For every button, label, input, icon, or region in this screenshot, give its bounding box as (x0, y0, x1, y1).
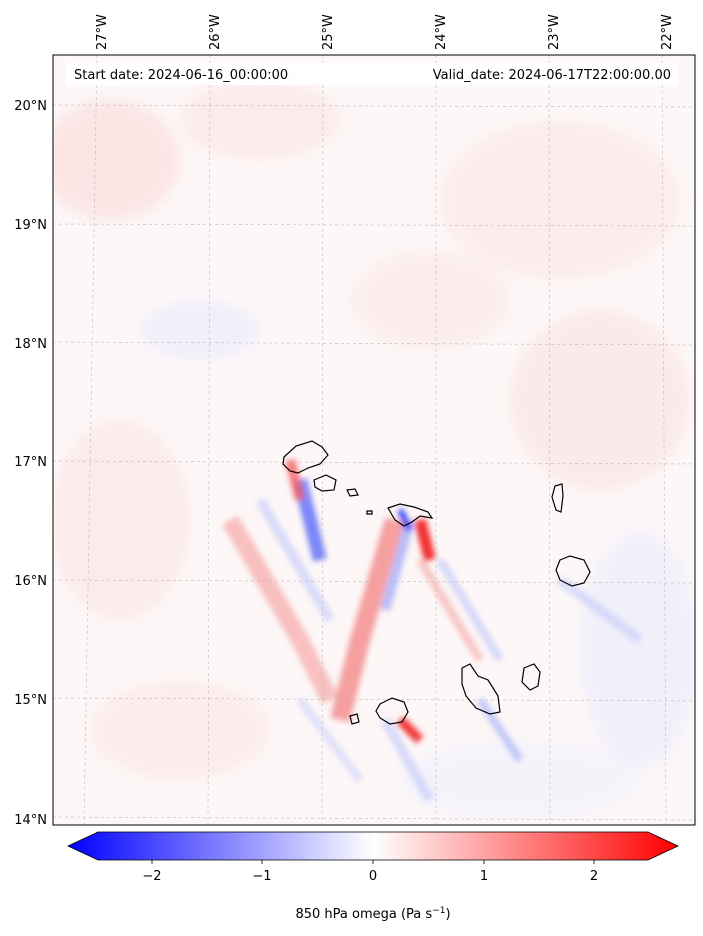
colorbar-tick-label: −2 (142, 869, 161, 884)
island-fogo (375, 697, 409, 725)
lat-label: 18°N (14, 337, 47, 352)
island-coastlines (282, 440, 591, 725)
omega-field (53, 55, 695, 825)
map-panel: Start date: 2024-06-16_00:00:00 Valid_da… (14, 14, 696, 828)
island-boa-vista (555, 555, 591, 587)
lon-label: 26°W (208, 14, 223, 50)
colorbar-tick-label: 0 (369, 869, 377, 884)
lat-label: 20°N (14, 99, 47, 114)
lat-label: 16°N (14, 574, 47, 589)
header-box (66, 63, 678, 85)
lon-label: 22°W (660, 14, 675, 50)
island-santo-antao (282, 440, 329, 474)
lon-tick-labels: 27°W 26°W 25°W 24°W 23°W 22°W (95, 14, 675, 50)
lat-label: 19°N (14, 218, 47, 233)
lon-label: 25°W (321, 14, 336, 50)
lat-tick-labels: 20°N 19°N 18°N 17°N 16°N 15°N 14°N (14, 99, 47, 828)
island-sao-nicolau (387, 503, 434, 527)
island-santa-luzia (346, 488, 359, 497)
lon-label: 24°W (434, 14, 449, 50)
colorbar-tick-label: 1 (480, 869, 488, 884)
colorbar-tick-label: −1 (252, 869, 271, 884)
island-sal (551, 483, 564, 513)
lat-label: 17°N (14, 455, 47, 470)
colorbar: −2 −1 0 1 2 850 hPa omega (Pa s−1) (67, 831, 679, 922)
lat-label: 14°N (14, 813, 47, 828)
valid-date-label: Valid_date: 2024-06-17T22:00:00.00 (433, 68, 671, 83)
island-sao-vicente (313, 474, 337, 492)
colorbar-ticks (151, 860, 595, 864)
island-santiago (461, 663, 501, 715)
lat-label: 15°N (14, 693, 47, 708)
island-maio (521, 663, 541, 691)
gridlines (53, 55, 695, 825)
map-frame (52, 54, 696, 826)
lon-label: 27°W (95, 14, 110, 50)
colorbar-bar (67, 831, 679, 861)
colorbar-title: 850 hPa omega (Pa s−1) (295, 906, 450, 922)
start-date-label: Start date: 2024-06-16_00:00:00 (74, 68, 288, 83)
island-raso (366, 510, 373, 515)
island-brava (349, 713, 360, 725)
colorbar-tick-label: 2 (590, 869, 598, 884)
lon-label: 23°W (547, 14, 562, 50)
